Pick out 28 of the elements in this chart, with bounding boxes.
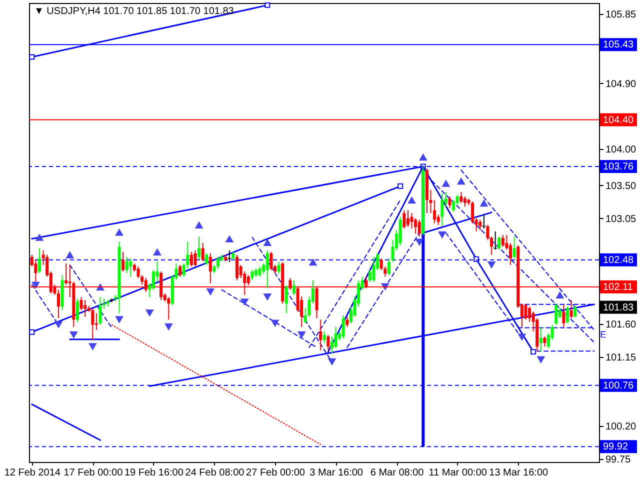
x-tick-label: 6 Mar 08:00 (370, 468, 424, 478)
ref-line-label: 102.11 (603, 282, 634, 293)
x-tick-label: 11 Mar 00:00 (428, 468, 488, 478)
x-tick-label: 17 Feb 00:00 (64, 468, 124, 478)
annotation: 101.83 (603, 302, 634, 314)
ref-line-label: 103.76 (603, 161, 634, 172)
x-tick-label: 13 Mar 16:00 (489, 468, 549, 478)
y-tick-label: 100.20 (606, 422, 637, 433)
ref-line-label: 102.48 (603, 254, 634, 266)
ref-line-label: 99.92 (603, 442, 628, 453)
x-tick-label: 19 Feb 16:00 (124, 468, 184, 478)
y-tick-label: 101.15 (606, 352, 637, 364)
y-tick-label: 103.50 (606, 180, 637, 192)
ref-line-label: 104.40 (603, 114, 634, 126)
y-tick-label: 101.60 (606, 320, 637, 331)
y-tick-label: 99.75 (606, 454, 631, 466)
y-tick-label: 105.85 (606, 9, 637, 20)
x-tick-label: 3 Mar 16:00 (310, 468, 364, 478)
ref-line-label: 100.76 (603, 380, 634, 392)
series-label: E (600, 330, 606, 340)
ref-line-label: 105.43 (603, 40, 634, 51)
y-tick-label: 103.05 (606, 214, 637, 225)
y-tick-label: 104.00 (606, 144, 637, 156)
chart-title: ▼ USDJPY,H4 101.70 101.85 101.70 101.83 (34, 6, 234, 17)
y-tick-label: 104.90 (606, 78, 637, 90)
x-tick-label: 27 Feb 00:00 (246, 468, 306, 478)
x-tick-label: 12 Feb 2014 (4, 468, 61, 478)
x-tick-label: 24 Feb 08:00 (185, 468, 245, 478)
